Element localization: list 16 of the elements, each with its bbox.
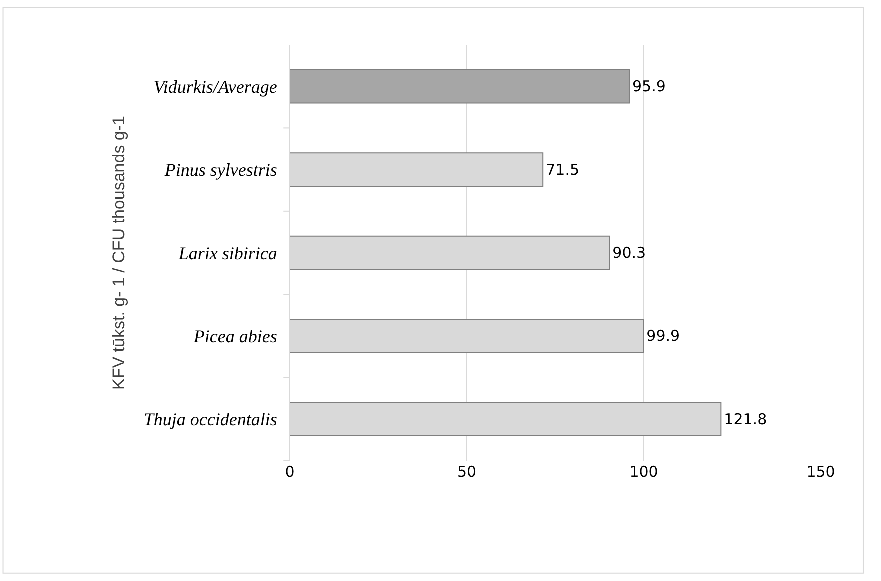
y-axis-title: KFV tūkst. g- 1 / CFU thousands g-1 (109, 116, 128, 390)
y-tick-label: Picea abies (192, 326, 278, 346)
data-label: 99.9 (646, 327, 680, 346)
data-label: 121.8 (724, 410, 768, 428)
data-label: 71.5 (546, 160, 580, 179)
x-tick-label: 50 (457, 463, 477, 481)
y-tick-label: Vidurkis/Average (154, 76, 278, 97)
y-tick-label: Pinus sylvestris (164, 160, 278, 180)
y-tick-label: Thuja occidentalis (144, 410, 278, 430)
bar (290, 69, 630, 104)
x-tick-label: 100 (630, 463, 658, 481)
x-tick-label: 0 (285, 463, 295, 481)
x-tick-label: 150 (806, 463, 836, 481)
y-tick-label: Larix sibirica (178, 243, 278, 264)
data-label: 90.3 (612, 244, 646, 262)
data-label: 95.9 (632, 78, 666, 96)
